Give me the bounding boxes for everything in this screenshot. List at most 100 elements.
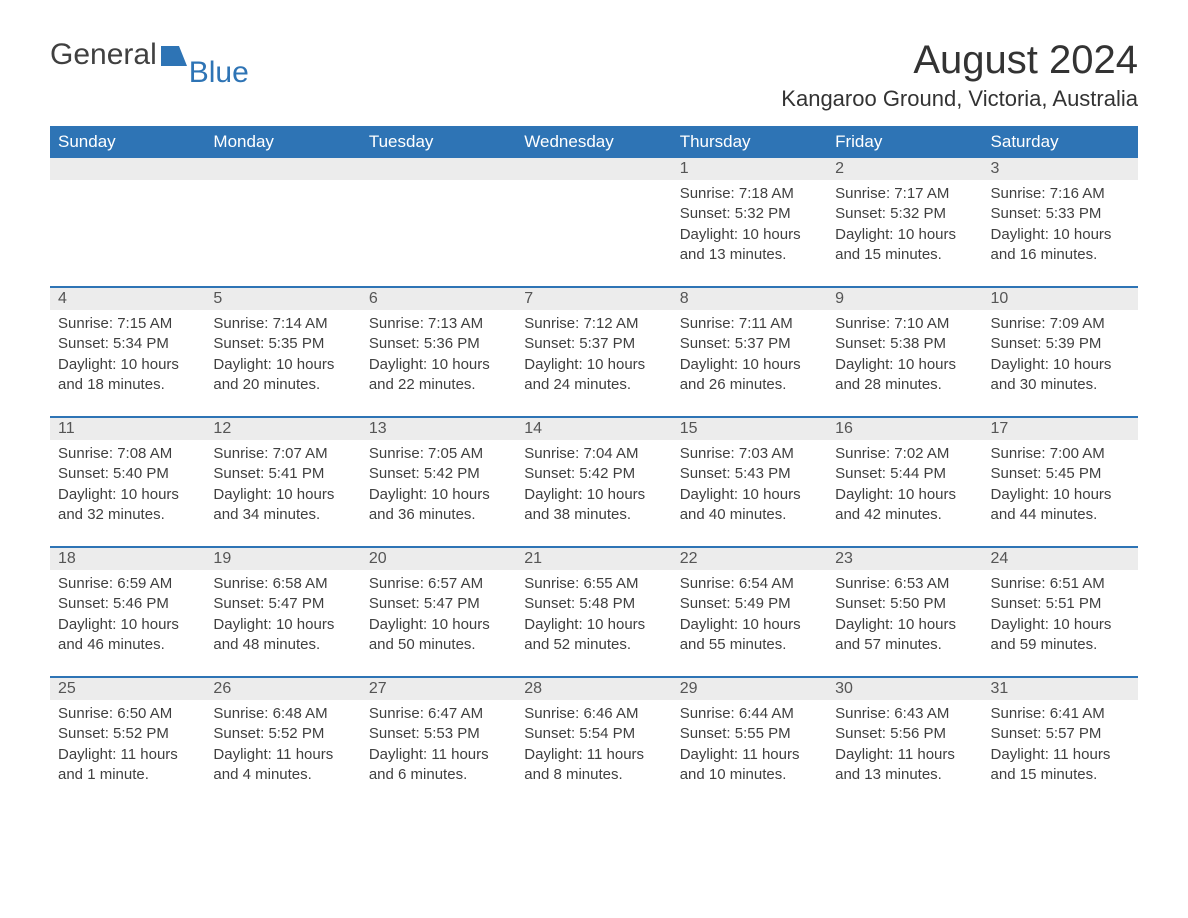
calendar-cell: 26Sunrise: 6:48 AMSunset: 5:52 PMDayligh…: [205, 678, 360, 806]
sunrise-text: Sunrise: 7:15 AM: [58, 314, 197, 334]
sunrise-text: Sunrise: 7:00 AM: [991, 444, 1130, 464]
calendar-cell: 7Sunrise: 7:12 AMSunset: 5:37 PMDaylight…: [516, 288, 671, 416]
daylight-text: Daylight: 10 hours and 20 minutes.: [213, 355, 352, 396]
daylight-text: Daylight: 10 hours and 50 minutes.: [369, 615, 508, 656]
day-header: Monday: [205, 126, 360, 158]
sunset-text: Sunset: 5:34 PM: [58, 334, 197, 354]
sunrise-text: Sunrise: 7:12 AM: [524, 314, 663, 334]
sunrise-text: Sunrise: 6:43 AM: [835, 704, 974, 724]
calendar-cell: 1Sunrise: 7:18 AMSunset: 5:32 PMDaylight…: [672, 158, 827, 286]
day-number: 20: [361, 548, 516, 570]
day-number: 8: [672, 288, 827, 310]
cell-body: Sunrise: 6:59 AMSunset: 5:46 PMDaylight:…: [50, 570, 205, 663]
sunset-text: Sunset: 5:43 PM: [680, 464, 819, 484]
daylight-text: Daylight: 10 hours and 15 minutes.: [835, 225, 974, 266]
daylight-text: Daylight: 10 hours and 18 minutes.: [58, 355, 197, 396]
day-number: 25: [50, 678, 205, 700]
sunrise-text: Sunrise: 6:51 AM: [991, 574, 1130, 594]
sunset-text: Sunset: 5:45 PM: [991, 464, 1130, 484]
cell-body: Sunrise: 6:46 AMSunset: 5:54 PMDaylight:…: [516, 700, 671, 793]
sunrise-text: Sunrise: 7:08 AM: [58, 444, 197, 464]
calendar-cell: 25Sunrise: 6:50 AMSunset: 5:52 PMDayligh…: [50, 678, 205, 806]
cell-body: Sunrise: 7:18 AMSunset: 5:32 PMDaylight:…: [672, 180, 827, 273]
sunrise-text: Sunrise: 6:44 AM: [680, 704, 819, 724]
sunrise-text: Sunrise: 6:50 AM: [58, 704, 197, 724]
day-number: 10: [983, 288, 1138, 310]
day-number: 3: [983, 158, 1138, 180]
cell-body: Sunrise: 6:53 AMSunset: 5:50 PMDaylight:…: [827, 570, 982, 663]
logo-text-blue: Blue: [189, 58, 249, 88]
daylight-text: Daylight: 10 hours and 59 minutes.: [991, 615, 1130, 656]
day-number: 7: [516, 288, 671, 310]
day-number: [50, 158, 205, 180]
day-number: [205, 158, 360, 180]
sunrise-text: Sunrise: 6:59 AM: [58, 574, 197, 594]
cell-body: Sunrise: 6:58 AMSunset: 5:47 PMDaylight:…: [205, 570, 360, 663]
sunset-text: Sunset: 5:57 PM: [991, 724, 1130, 744]
daylight-text: Daylight: 10 hours and 30 minutes.: [991, 355, 1130, 396]
day-number: 5: [205, 288, 360, 310]
cell-body: Sunrise: 7:07 AMSunset: 5:41 PMDaylight:…: [205, 440, 360, 533]
sunset-text: Sunset: 5:33 PM: [991, 204, 1130, 224]
sunset-text: Sunset: 5:32 PM: [680, 204, 819, 224]
sunset-text: Sunset: 5:42 PM: [524, 464, 663, 484]
cell-body: Sunrise: 7:16 AMSunset: 5:33 PMDaylight:…: [983, 180, 1138, 273]
cell-body: Sunrise: 6:48 AMSunset: 5:52 PMDaylight:…: [205, 700, 360, 793]
day-number: 27: [361, 678, 516, 700]
calendar-cell: 29Sunrise: 6:44 AMSunset: 5:55 PMDayligh…: [672, 678, 827, 806]
day-number: 28: [516, 678, 671, 700]
logo-text-general: General: [50, 40, 157, 70]
calendar-cell: 14Sunrise: 7:04 AMSunset: 5:42 PMDayligh…: [516, 418, 671, 546]
day-number: 19: [205, 548, 360, 570]
sunrise-text: Sunrise: 7:17 AM: [835, 184, 974, 204]
calendar-cell: 18Sunrise: 6:59 AMSunset: 5:46 PMDayligh…: [50, 548, 205, 676]
day-number: 21: [516, 548, 671, 570]
daylight-text: Daylight: 10 hours and 38 minutes.: [524, 485, 663, 526]
sunrise-text: Sunrise: 7:02 AM: [835, 444, 974, 464]
sunset-text: Sunset: 5:47 PM: [369, 594, 508, 614]
sunrise-text: Sunrise: 7:13 AM: [369, 314, 508, 334]
sunset-text: Sunset: 5:50 PM: [835, 594, 974, 614]
cell-body: Sunrise: 6:43 AMSunset: 5:56 PMDaylight:…: [827, 700, 982, 793]
calendar-cell: 20Sunrise: 6:57 AMSunset: 5:47 PMDayligh…: [361, 548, 516, 676]
cell-body: Sunrise: 6:50 AMSunset: 5:52 PMDaylight:…: [50, 700, 205, 793]
cell-body: Sunrise: 7:09 AMSunset: 5:39 PMDaylight:…: [983, 310, 1138, 403]
cell-body: [516, 180, 671, 192]
week-row: 18Sunrise: 6:59 AMSunset: 5:46 PMDayligh…: [50, 546, 1138, 676]
daylight-text: Daylight: 10 hours and 36 minutes.: [369, 485, 508, 526]
sunset-text: Sunset: 5:53 PM: [369, 724, 508, 744]
sunrise-text: Sunrise: 7:16 AM: [991, 184, 1130, 204]
cell-body: Sunrise: 6:51 AMSunset: 5:51 PMDaylight:…: [983, 570, 1138, 663]
sunrise-text: Sunrise: 6:57 AM: [369, 574, 508, 594]
day-number: 18: [50, 548, 205, 570]
week-row: 1Sunrise: 7:18 AMSunset: 5:32 PMDaylight…: [50, 158, 1138, 286]
sunset-text: Sunset: 5:37 PM: [524, 334, 663, 354]
sunset-text: Sunset: 5:32 PM: [835, 204, 974, 224]
cell-body: Sunrise: 7:05 AMSunset: 5:42 PMDaylight:…: [361, 440, 516, 533]
daylight-text: Daylight: 10 hours and 44 minutes.: [991, 485, 1130, 526]
day-number: 15: [672, 418, 827, 440]
sunset-text: Sunset: 5:42 PM: [369, 464, 508, 484]
daylight-text: Daylight: 10 hours and 22 minutes.: [369, 355, 508, 396]
daylight-text: Daylight: 11 hours and 10 minutes.: [680, 745, 819, 786]
daylight-text: Daylight: 10 hours and 52 minutes.: [524, 615, 663, 656]
day-number: 6: [361, 288, 516, 310]
cell-body: Sunrise: 6:41 AMSunset: 5:57 PMDaylight:…: [983, 700, 1138, 793]
day-number: 2: [827, 158, 982, 180]
sunset-text: Sunset: 5:55 PM: [680, 724, 819, 744]
day-number: 14: [516, 418, 671, 440]
calendar-cell: 30Sunrise: 6:43 AMSunset: 5:56 PMDayligh…: [827, 678, 982, 806]
calendar-cell: 2 Sunrise: 7:17 AMSunset: 5:32 PMDaylight…: [827, 158, 982, 286]
daylight-text: Daylight: 11 hours and 4 minutes.: [213, 745, 352, 786]
daylight-text: Daylight: 11 hours and 1 minute.: [58, 745, 197, 786]
cell-body: Sunrise: 6:54 AMSunset: 5:49 PMDaylight:…: [672, 570, 827, 663]
day-number: 31: [983, 678, 1138, 700]
sunrise-text: Sunrise: 6:41 AM: [991, 704, 1130, 724]
sunset-text: Sunset: 5:54 PM: [524, 724, 663, 744]
calendar-cell: 6Sunrise: 7:13 AMSunset: 5:36 PMDaylight…: [361, 288, 516, 416]
day-header-row: SundayMondayTuesdayWednesdayThursdayFrid…: [50, 126, 1138, 158]
sunrise-text: Sunrise: 7:07 AM: [213, 444, 352, 464]
calendar-cell: 19Sunrise: 6:58 AMSunset: 5:47 PMDayligh…: [205, 548, 360, 676]
sunrise-text: Sunrise: 6:46 AM: [524, 704, 663, 724]
cell-body: Sunrise: 6:57 AMSunset: 5:47 PMDaylight:…: [361, 570, 516, 663]
